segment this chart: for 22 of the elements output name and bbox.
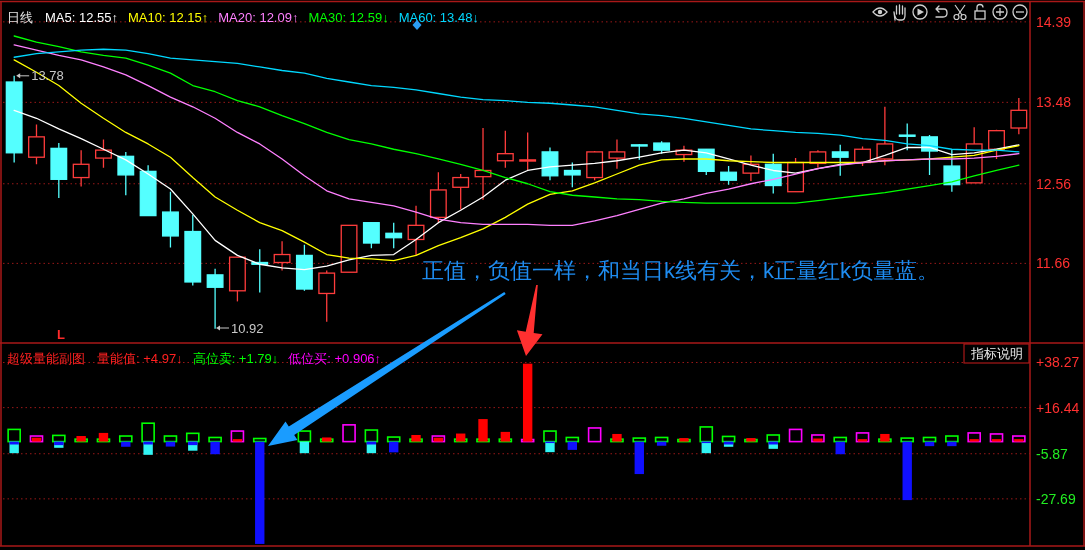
annotation: 正值，负值一样，和当日k线有关，k正量红k负量蓝。 (422, 258, 939, 283)
text: 超级量能副图 (7, 350, 85, 366)
annotation: 10.92 (231, 320, 264, 336)
y-tick-label: +38.27 (1036, 354, 1080, 371)
text: MA5: 12.55↑ (45, 9, 118, 25)
text: 高位卖: +1.79↓ (192, 350, 279, 366)
y-tick-label: 13.48 (1036, 94, 1072, 111)
y-tick-label: 12.56 (1036, 175, 1072, 192)
annotation: 指标说明 (969, 346, 1023, 361)
text: 量能值: +4.97↓ (97, 350, 183, 366)
text: 低位买: +0.906↑ (288, 350, 382, 366)
text: MA30: 12.59↓ (308, 9, 389, 25)
y-tick-label: 14.39 (1036, 13, 1072, 30)
text: MA10: 12.15↑ (128, 9, 209, 25)
y-tick-label: 11.66 (1036, 255, 1071, 272)
y-tick-label: +16.44 (1036, 399, 1080, 416)
annotation: L (57, 327, 65, 342)
y-tick-label: -27.69 (1036, 490, 1076, 507)
y-tick-label: -5.87 (1036, 445, 1069, 462)
text: 日线 (7, 9, 33, 25)
text: MA60: 13.48↓ (398, 9, 479, 25)
text: MA20: 12.09↑ (218, 9, 299, 25)
